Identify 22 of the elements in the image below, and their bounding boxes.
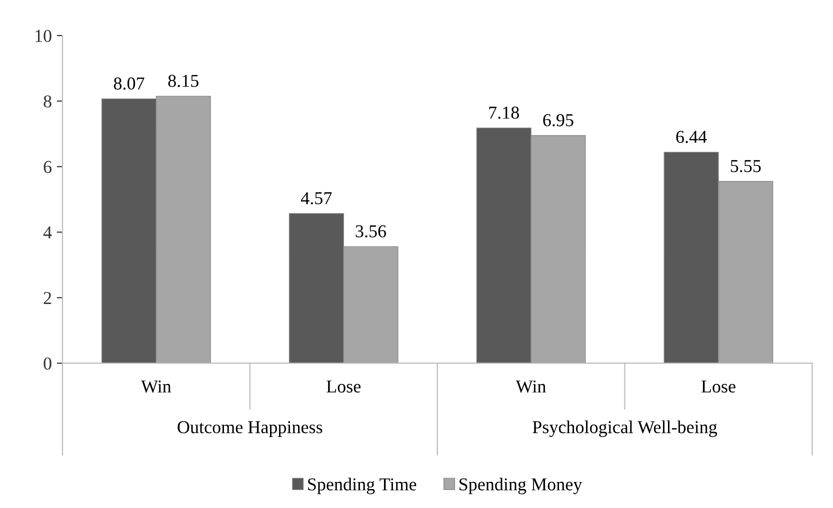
text: Psychological Well-being <box>532 420 718 437</box>
data-label: 5.55 <box>730 160 761 172</box>
x-tick-label: Win <box>516 380 546 393</box>
data-label: 8.15 <box>168 74 198 88</box>
y-tick-label: 0 <box>44 357 52 370</box>
y-tick-label: 4 <box>43 226 52 238</box>
legend-label: Spending Money <box>460 478 582 494</box>
data-label: 6.44 <box>676 130 707 144</box>
data-label: 3.56 <box>356 225 386 238</box>
y-tick-label: 2 <box>44 292 52 304</box>
data-label: 6.95 <box>543 114 574 126</box>
y-tick-label: 10 <box>36 30 52 42</box>
text: Outcome Happiness <box>178 421 322 437</box>
x-tick-label: Lose <box>326 380 361 393</box>
y-tick-label: 8 <box>44 95 52 108</box>
x-tick-label: Win <box>141 380 172 393</box>
data-label: 7.18 <box>489 106 519 119</box>
legend-label: Spending Time <box>308 478 416 494</box>
y-tick-label: 6 <box>44 160 52 174</box>
x-tick-label: Lose <box>701 380 736 393</box>
data-label: 8.07 <box>114 77 144 90</box>
data-label: 4.57 <box>300 192 332 204</box>
